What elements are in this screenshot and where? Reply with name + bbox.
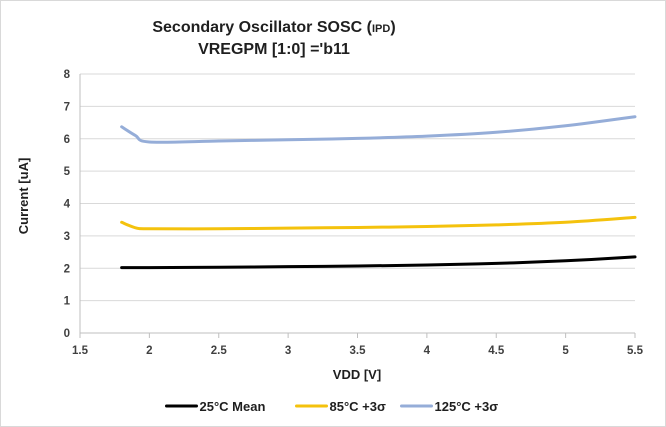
x-tick-label: 4.5 bbox=[488, 345, 505, 357]
x-tick-label: 5 bbox=[562, 345, 569, 357]
x-tick-label: 2.5 bbox=[211, 345, 228, 357]
y-tick-label: 0 bbox=[64, 328, 70, 340]
x-tick-label: 5.5 bbox=[627, 345, 644, 357]
x-axis-label: VDD [V] bbox=[333, 367, 381, 382]
data-series bbox=[120, 115, 637, 270]
series-line-1 bbox=[120, 215, 637, 231]
series-line-0 bbox=[120, 255, 637, 270]
legend-label-1: 85°C +3σ bbox=[330, 399, 386, 414]
legend: 25°C Mean 85°C +3σ 125°C +3σ bbox=[165, 399, 499, 414]
x-tick-label: 1.5 bbox=[72, 345, 89, 357]
x-tick-label: 4 bbox=[424, 345, 431, 357]
y-tick-label: 6 bbox=[64, 134, 70, 146]
x-tick-label: 2 bbox=[146, 345, 152, 357]
chart-title-close: ) bbox=[390, 19, 395, 36]
y-tick-label: 3 bbox=[64, 231, 70, 243]
tick-labels: 0 1 2 3 4 5 6 7 8 1.5 2 2.5 3 3.5 4 4.5 5 5.5 bbox=[64, 69, 644, 357]
y-tick-label: 5 bbox=[64, 166, 71, 178]
legend-label-0: 25°C Mean bbox=[200, 399, 266, 414]
y-tick-label: 7 bbox=[64, 101, 70, 113]
chart-title-subscript: IPD bbox=[372, 23, 390, 35]
x-tick-label: 3 bbox=[285, 345, 291, 357]
y-tick-label: 2 bbox=[64, 263, 70, 275]
chart-title-line-2: VREGPM [1:0] ='b11 bbox=[198, 41, 350, 58]
y-tick-label: 1 bbox=[64, 296, 71, 308]
y-tick-label: 8 bbox=[64, 69, 71, 81]
axes bbox=[79, 74, 636, 338]
y-tick-label: 4 bbox=[64, 199, 71, 211]
legend-label-2: 125°C +3σ bbox=[435, 399, 499, 414]
series-line-2 bbox=[120, 115, 637, 144]
x-tick-label: 3.5 bbox=[350, 345, 367, 357]
chart-title-main: Secondary Oscillator SOSC ( bbox=[152, 19, 372, 36]
chart-title-line-1: Secondary Oscillator SOSC (IPD) bbox=[152, 19, 395, 36]
y-axis-label: Current [uA] bbox=[16, 158, 31, 235]
